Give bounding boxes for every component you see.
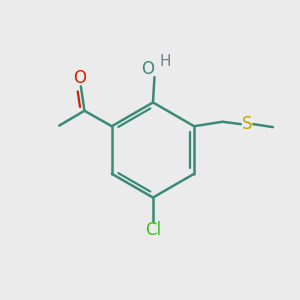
Text: H: H [159, 54, 171, 69]
Text: O: O [73, 69, 86, 87]
Text: S: S [242, 115, 252, 133]
Text: Cl: Cl [145, 221, 161, 239]
Text: O: O [141, 60, 154, 78]
